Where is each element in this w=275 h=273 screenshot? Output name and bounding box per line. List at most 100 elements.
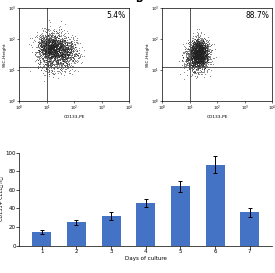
Point (50, 39, 54, 43)
Point (58, 50, 63, 54)
Point (47, 38, 52, 42)
Point (197, 58, 201, 63)
Point (201, 54, 205, 58)
Point (202, 32, 206, 36)
Point (54, 58, 58, 63)
Point (182, 44, 186, 48)
Point (49, 56, 53, 61)
Point (202, 60, 206, 64)
Point (44, 48, 48, 52)
Point (47, 42, 52, 47)
Point (195, 53, 199, 57)
Point (69, 47, 73, 51)
Point (192, 55, 196, 60)
Point (199, 51, 204, 56)
Point (196, 53, 201, 58)
Point (52, 51, 56, 56)
Point (196, 41, 200, 46)
Point (67, 52, 71, 56)
Point (51, 46, 55, 50)
Point (41, 57, 45, 61)
Point (184, 49, 189, 53)
Point (47, 40, 51, 45)
Point (197, 57, 202, 61)
Point (60, 53, 64, 57)
Point (201, 60, 205, 64)
Point (200, 59, 204, 63)
Point (45, 51, 49, 55)
Point (43, 55, 48, 60)
Point (53, 40, 57, 44)
Point (58, 54, 63, 58)
Point (196, 64, 200, 69)
Point (65, 61, 69, 66)
Point (51, 51, 56, 55)
Point (56, 51, 60, 55)
Point (52, 42, 57, 46)
Point (189, 63, 193, 67)
Bar (136, 203, 155, 246)
Point (194, 52, 199, 57)
Point (194, 64, 198, 68)
Point (67, 47, 72, 51)
Point (63, 49, 67, 53)
Point (55, 40, 60, 44)
Point (72, 40, 76, 44)
Point (197, 47, 202, 52)
Point (197, 43, 202, 48)
Point (65, 43, 70, 48)
Point (69, 44, 73, 48)
Point (53, 44, 58, 48)
Point (47, 72, 51, 77)
Point (199, 44, 204, 48)
Point (199, 42, 203, 46)
Point (196, 44, 200, 49)
Point (40, 34, 45, 38)
Point (64, 58, 69, 62)
Point (195, 49, 200, 53)
Point (46, 34, 50, 38)
Point (44, 43, 49, 47)
Point (205, 58, 210, 63)
Point (51, 46, 55, 50)
Point (196, 56, 201, 60)
Point (51, 48, 56, 52)
Point (187, 64, 192, 69)
Point (54, 52, 59, 57)
Point (47, 43, 52, 47)
Point (54, 37, 58, 41)
Point (49, 37, 54, 41)
Point (62, 43, 66, 48)
Point (54, 47, 59, 51)
Point (51, 40, 56, 45)
Point (41, 52, 45, 57)
Point (202, 50, 206, 54)
Point (198, 39, 202, 43)
Point (53, 40, 57, 44)
Point (205, 46, 209, 50)
Point (53, 55, 57, 60)
Point (45, 35, 50, 39)
Point (198, 55, 202, 60)
Point (199, 50, 203, 54)
Point (48, 50, 53, 55)
Point (205, 55, 209, 59)
Point (52, 54, 56, 58)
Point (45, 34, 49, 38)
Point (204, 55, 208, 59)
Point (195, 54, 199, 59)
Point (199, 49, 203, 54)
Point (191, 70, 195, 74)
Point (190, 60, 194, 64)
Point (184, 59, 189, 63)
Point (188, 56, 192, 60)
Point (41, 40, 46, 45)
Point (197, 50, 202, 54)
Point (66, 47, 71, 51)
Point (53, 55, 57, 59)
Point (200, 50, 205, 55)
Point (59, 43, 64, 48)
Point (198, 48, 202, 52)
Point (43, 52, 48, 56)
Point (49, 50, 53, 55)
